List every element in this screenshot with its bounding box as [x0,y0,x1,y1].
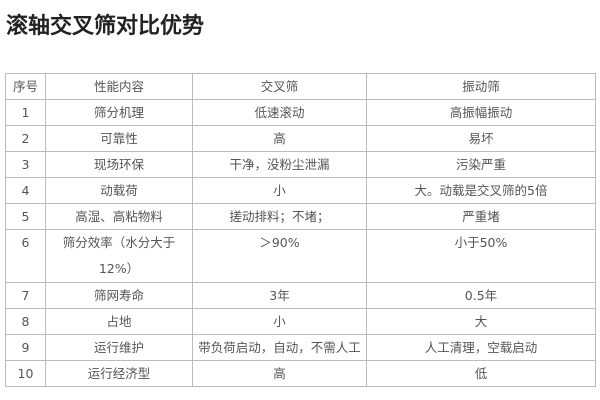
table-row: 5 高湿、高粘物料 搓动排料；不堵； 严重堵 [5,203,596,230]
table-cell: 可靠性 [45,125,193,152]
table-row: 1 筛分机理 低速滚动 高振幅振动 [5,99,596,126]
table-cell: 筛分机理 [45,99,193,126]
table-cell: 3 [5,151,46,178]
table-cell: 运行维护 [45,334,193,361]
table-cell: 严重堵 [366,203,596,230]
table-row: 4 动载荷小大。动载是交叉筛的5倍 [5,177,596,204]
header-cell: 交叉筛 [192,73,367,100]
table-cell: 6 [5,229,46,283]
table-cell: 1 [5,99,46,126]
table-cell: 大。动载是交叉筛的5倍 [366,177,596,204]
table-cell: 高 [192,360,367,387]
table-row: 8 占地小大 [5,308,596,335]
table-cell: 运行经济型 [45,360,193,387]
table-cell: 小 [192,308,367,335]
table-cell: 0.5年 [366,282,596,309]
table-cell: 9 [5,334,46,361]
table-cell: 高 [192,125,367,152]
table-cell: 2 [5,125,46,152]
table-cell: 搓动排料；不堵； [192,203,367,230]
table-cell: 高振幅振动 [366,99,596,126]
table-row: 6 筛分效率（水分大于12%） ＞90% 小于50% [5,229,596,283]
table-cell: 筛网寿命 [45,282,193,309]
page-title: 滚轴交叉筛对比优势 [6,14,205,39]
table-cell: 7 [5,282,46,309]
table-cell: 高湿、高粘物料 [45,203,193,230]
table-cell: 筛分效率（水分大于12%） [45,229,193,283]
header-row: 序号 性能内容 交叉筛 振动筛 [5,73,596,100]
table-row: 2 可靠性高易坏 [5,125,596,152]
table-cell: 小 [192,177,367,204]
header-cell: 序号 [5,73,46,100]
table-cell: 8 [5,308,46,335]
table-cell: 大 [366,308,596,335]
table-cell: 人工清理，空载启动 [366,334,596,361]
table-cell: 3年 [192,282,367,309]
table-cell: 10 [5,360,46,387]
table-cell: 4 [5,177,46,204]
table-row: 3 现场环保 干净，没粉尘泄漏 污染严重 [5,151,596,178]
table-cell: 5 [5,203,46,230]
table-cell: 现场环保 [45,151,193,178]
header-cell: 性能内容 [45,73,193,100]
table-row: 10 运行经济型高低 [5,360,596,387]
table-cell: 低 [366,360,596,387]
table-cell: 污染严重 [366,151,596,178]
table-row: 7 筛网寿命 3年 0.5年 [5,282,596,309]
table-row: 9 运行维护 带负荷启动，自动，不需人工 人工清理，空载启动 [5,334,596,361]
table-cell: 易坏 [366,125,596,152]
table-cell: 干净，没粉尘泄漏 [192,151,367,178]
header-cell: 振动筛 [366,73,596,100]
table-cell: ＞90% [192,229,367,283]
table-cell: 低速滚动 [192,99,367,126]
table-cell: 占地 [45,308,193,335]
table-cell: 带负荷启动，自动，不需人工 [192,334,367,361]
table-cell: 小于50% [366,229,596,283]
comparison-table: 序号 性能内容 交叉筛 振动筛 1 筛分机理 低速滚动 高振幅振动 2 可靠性高易坏 3 现场环保 干净… [5,73,596,387]
table-cell: 动载荷 [45,177,193,204]
